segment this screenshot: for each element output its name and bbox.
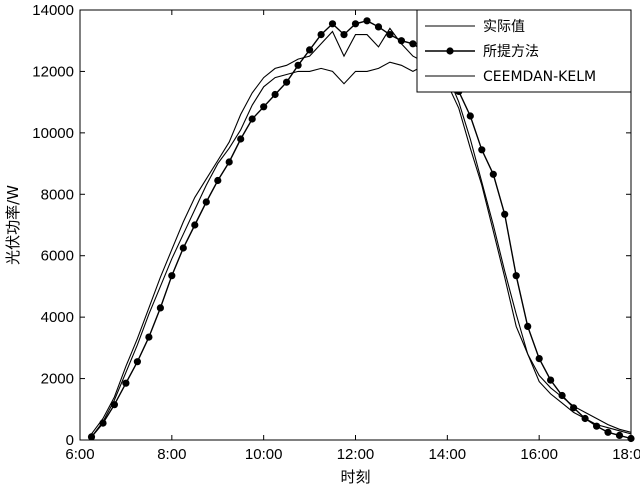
series-point (604, 428, 612, 436)
series-point (306, 46, 314, 54)
series-point (202, 198, 210, 206)
y-tick-label: 12000 (32, 63, 74, 80)
series-point (535, 355, 543, 363)
series-point (363, 17, 371, 25)
series-point (191, 221, 199, 229)
y-tick-label: 4000 (41, 309, 74, 326)
series-point (328, 20, 337, 28)
x-tick-label: 12:00 (337, 446, 375, 463)
series-point (260, 103, 268, 111)
legend-marker (446, 47, 454, 55)
series-point (133, 358, 141, 366)
series-point (340, 30, 348, 39)
series-point (397, 37, 405, 45)
series-point (615, 431, 624, 439)
series-point (547, 376, 555, 384)
x-tick-label: 8:00 (157, 446, 186, 463)
series-point (489, 170, 497, 178)
series-point (478, 146, 486, 154)
series-point (283, 78, 291, 86)
series-point (237, 135, 245, 143)
y-tick-label: 10000 (32, 125, 74, 142)
series-line-3 (91, 61, 632, 438)
series-point (214, 176, 222, 185)
series-point (179, 244, 187, 252)
x-tick-label: 14:00 (429, 446, 467, 463)
series-point (524, 322, 532, 330)
series-point (593, 422, 601, 430)
series-point (409, 40, 417, 48)
tick-labels: 6:00 8:00 10:00 12:00 14:00 16:00 18:00 0 2000 40… (32, 2, 640, 463)
y-tick-label: 6000 (41, 248, 74, 265)
y-tick-label: 14000 (32, 2, 74, 19)
series-point (156, 304, 164, 312)
legend-label: 实际值 (483, 19, 525, 35)
series-point (466, 112, 474, 120)
series-line-2 (90, 20, 632, 440)
series-point (558, 391, 566, 400)
series-point (317, 30, 325, 39)
series-line-1 (91, 27, 632, 435)
y-axis-title: 光伏功率/W (4, 185, 22, 265)
x-axis-title: 时刻 (340, 468, 370, 486)
x-tick-label: 18:00 (612, 446, 640, 463)
series-point (225, 158, 233, 166)
y-tick-label: 8000 (41, 186, 74, 203)
series-point (501, 210, 509, 218)
series-point (294, 61, 302, 69)
legend-label: 所提方法 (483, 44, 539, 60)
series-point (351, 20, 360, 28)
x-tick-label: 6:00 (65, 446, 94, 463)
legend-label: CEEMDAN-KELM (483, 69, 596, 85)
y-tick-label: 0 (66, 432, 74, 449)
series-point (374, 23, 383, 31)
series-point (570, 404, 578, 412)
series-point (386, 30, 394, 39)
series-point (512, 272, 520, 280)
series-point (122, 379, 130, 387)
series-point (248, 115, 256, 123)
y-tick-label: 2000 (41, 371, 74, 388)
plot-frame (79, 9, 632, 441)
series-point (271, 90, 279, 99)
series-point (145, 333, 153, 341)
x-tick-label: 10:00 (245, 446, 283, 463)
series-point (168, 272, 176, 280)
series-point (581, 414, 589, 423)
x-tick-label: 16:00 (520, 446, 558, 463)
